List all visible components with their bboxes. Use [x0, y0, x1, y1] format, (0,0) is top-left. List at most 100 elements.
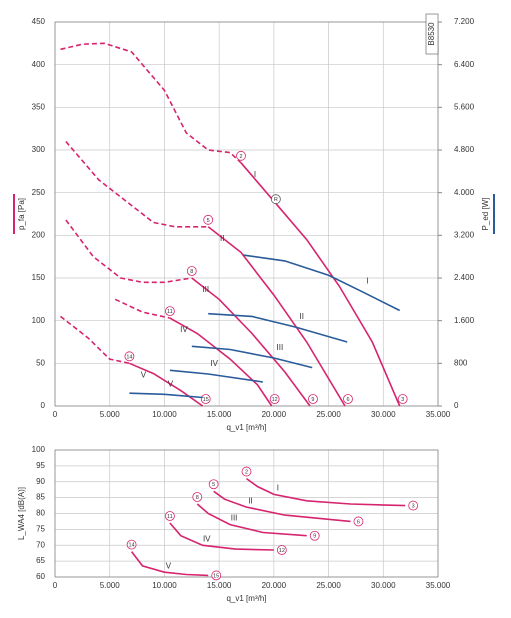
- x-tick-label: 25.000: [316, 581, 341, 590]
- series-line: [169, 522, 274, 551]
- series-label: II: [220, 234, 224, 243]
- series-line: [65, 219, 192, 284]
- plot-frame: [54, 21, 439, 407]
- series-line: [129, 392, 203, 399]
- y2-tick-label: 800: [454, 358, 468, 367]
- series-label: II: [248, 496, 252, 505]
- y2-tick-label: 0: [454, 401, 459, 410]
- x-tick-label: 0: [53, 410, 58, 419]
- x-tick-label: 10.000: [152, 581, 177, 590]
- plot-background: [55, 22, 438, 406]
- point-marker: [270, 194, 281, 205]
- y-tick-label: 80: [36, 509, 45, 518]
- y-tick-label: 85: [36, 493, 45, 502]
- series-line: [207, 226, 346, 407]
- x-tick-label: 20.000: [262, 581, 287, 590]
- series-line: [191, 345, 313, 369]
- point-label: 11: [167, 309, 173, 315]
- point-label: 3: [401, 397, 404, 403]
- y-tick-label: 100: [32, 316, 46, 325]
- point-marker: [126, 539, 137, 550]
- series-label: III: [202, 285, 209, 294]
- y-tick-label: 350: [32, 102, 46, 111]
- point-marker: [208, 479, 219, 490]
- x-axis-label: q_v1 [m³/h]: [226, 594, 266, 603]
- point-marker: [343, 394, 353, 404]
- y2-tick-label: 4.000: [454, 188, 475, 197]
- point-label: 8: [190, 269, 193, 275]
- x-tick-label: 5.000: [100, 581, 121, 590]
- y-tick-label: 65: [36, 556, 45, 565]
- y2-tick-label: 6.400: [454, 60, 475, 69]
- y2-tick-label: 3.200: [454, 230, 475, 239]
- point-marker: [241, 466, 252, 477]
- series-label: III: [231, 514, 238, 523]
- y-axis-label: L_WA4 [dB(A)]: [17, 487, 26, 540]
- series-line: [169, 369, 264, 383]
- series-line: [65, 140, 209, 228]
- series-line: [130, 551, 209, 577]
- y-tick-label: 60: [36, 572, 45, 581]
- y-tick-label: 250: [32, 188, 46, 197]
- x-tick-label: 0: [53, 581, 58, 590]
- y-tick-label: 300: [32, 145, 46, 154]
- point-label: 11: [167, 514, 173, 520]
- y2-tick-label: 4.800: [454, 145, 475, 154]
- x-tick-label: 30.000: [371, 581, 396, 590]
- point-marker: [308, 394, 318, 404]
- point-marker: [186, 266, 197, 276]
- point-label: 6: [346, 397, 349, 403]
- y2-tick-label: 2.400: [454, 273, 475, 282]
- x-tick-label: 15.000: [207, 410, 232, 419]
- y-tick-label: 95: [36, 461, 45, 470]
- series-label: I: [277, 484, 279, 493]
- series-label: I: [366, 276, 368, 285]
- y2-tick-label: 5.600: [454, 102, 475, 111]
- series-line: [240, 162, 401, 407]
- x-tick-label: 15.000: [207, 581, 232, 590]
- x-tick-label: 25.000: [316, 410, 341, 419]
- series-line: [60, 42, 242, 164]
- y-tick-label: 100: [32, 445, 46, 454]
- point-marker: [211, 570, 222, 581]
- y2-tick-label: 1.600: [454, 316, 475, 325]
- series-label: IV: [203, 534, 211, 543]
- x-tick-label: 20.000: [262, 410, 287, 419]
- y-tick-label: 400: [32, 60, 46, 69]
- series-label: I: [254, 170, 256, 179]
- series-line: [114, 298, 171, 319]
- y2-axis-label: P_ed [W]: [481, 198, 490, 231]
- y-tick-label: 75: [36, 524, 45, 533]
- point-label: 9: [313, 534, 316, 540]
- y-tick-label: 50: [36, 358, 45, 367]
- series-line: [246, 477, 406, 507]
- series-label: III: [277, 343, 284, 352]
- series-line: [213, 490, 351, 523]
- point-label: 14: [129, 543, 135, 549]
- point-marker: [236, 150, 246, 161]
- point-label: 12: [279, 548, 285, 554]
- point-marker: [192, 492, 203, 502]
- point-label: 12: [272, 397, 278, 403]
- point-marker: [203, 214, 214, 225]
- series-label: IV: [180, 325, 188, 334]
- point-marker: [124, 351, 135, 362]
- series-line: [196, 503, 307, 537]
- point-marker: [164, 511, 175, 521]
- point-label: 14: [126, 354, 132, 360]
- point-marker: [408, 500, 419, 511]
- point-marker: [276, 545, 287, 555]
- point-label: 2: [245, 470, 248, 476]
- point-marker: [309, 530, 320, 541]
- y-tick-label: 150: [32, 273, 46, 282]
- series-line: [243, 254, 401, 312]
- x-tick-label: 35.000: [426, 410, 451, 419]
- y-axis-label: p_fa [Pa]: [17, 198, 26, 230]
- series-label: IV: [210, 359, 218, 368]
- point-marker: [269, 394, 280, 404]
- tag-box: [425, 13, 439, 55]
- plot-frame: [54, 449, 439, 578]
- series-line: [208, 312, 348, 343]
- x-tick-label: 30.000: [371, 410, 396, 419]
